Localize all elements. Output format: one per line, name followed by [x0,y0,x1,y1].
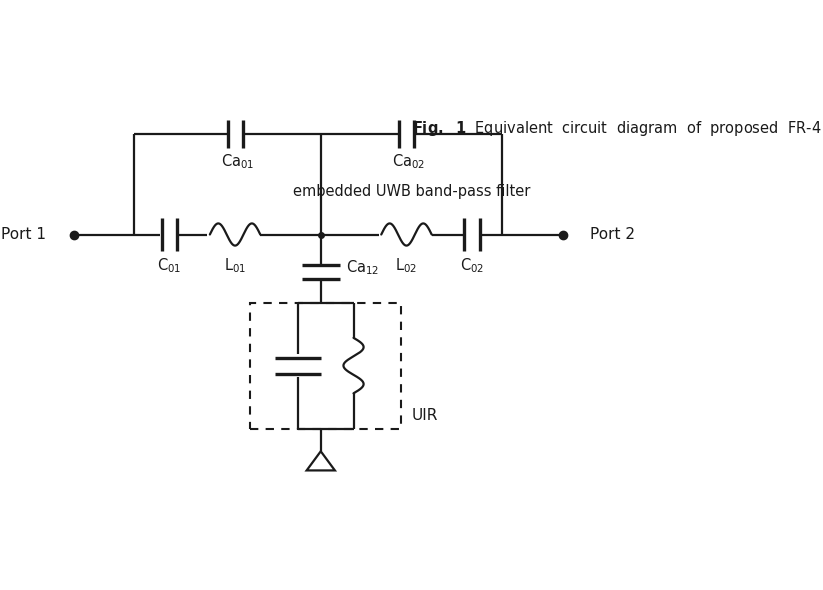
Text: Port 2: Port 2 [590,227,635,242]
Text: Port 1: Port 1 [1,227,46,242]
Text: C$_{02}$: C$_{02}$ [460,257,484,275]
Text: C$_{01}$: C$_{01}$ [157,257,182,275]
Text: Ca$_{02}$: Ca$_{02}$ [393,152,425,171]
Text: Ca$_{12}$: Ca$_{12}$ [346,258,379,277]
Text: L$_{01}$: L$_{01}$ [224,257,246,275]
Text: UIR: UIR [412,408,438,424]
Bar [250,303,402,428]
Text: L$_{02}$: L$_{02}$ [395,257,417,275]
Text: Ca$_{01}$: Ca$_{01}$ [221,152,254,171]
Text: $\bf{Fig.}$  $\bf{1}$  Equivalent  circuit  diagram  of  proposed  FR-4: $\bf{Fig.}$ $\bf{1}$ Equivalent circuit … [412,119,821,137]
Text: embedded UWB band-pass filter: embedded UWB band-pass filter [293,184,530,199]
